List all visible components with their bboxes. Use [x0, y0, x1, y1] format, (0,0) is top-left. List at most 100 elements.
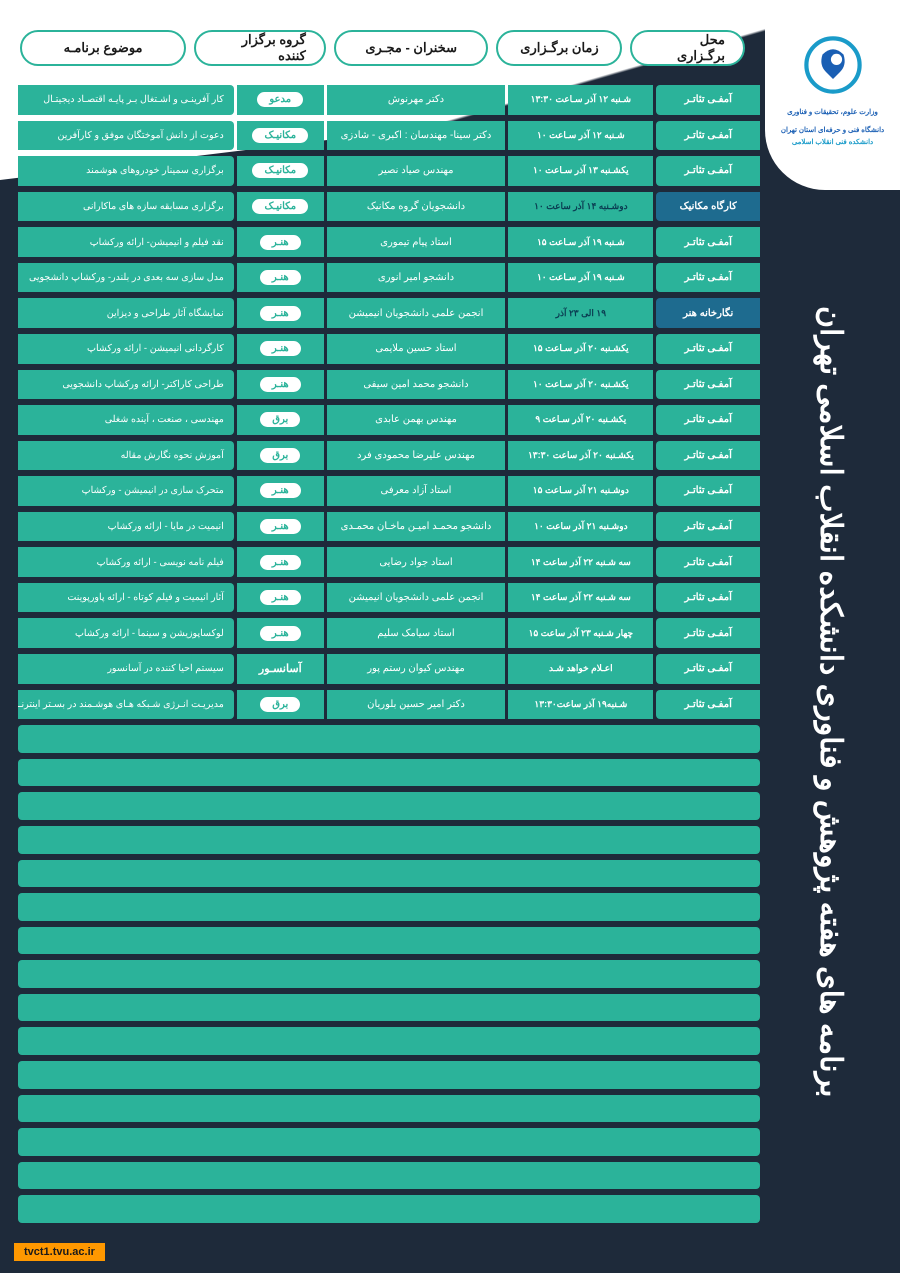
cell-topic: سیستم احیا کننده در آسانسور — [18, 654, 234, 684]
cell-speaker: دانشجو امیر انوری — [327, 263, 506, 293]
group-pill: برق — [260, 697, 300, 712]
cell-time: شـنبه۱۹ آذر ساعت۱۳:۳۰ — [508, 690, 653, 720]
empty-cell — [18, 792, 760, 820]
cell-venue: آمفـی تئاتـر — [656, 441, 760, 471]
empty-row — [18, 792, 760, 820]
cell-venue: آمفـی تئاتـر — [656, 263, 760, 293]
cell-group: برق — [237, 690, 324, 720]
cell-venue: آمفـی تئاتـر — [656, 121, 760, 151]
cell-speaker: استاد پیام تیموری — [327, 227, 506, 257]
header-topic: موضوع برنامـه — [20, 30, 186, 66]
cell-topic: کارگردانی انیمیشن - ارائه ورکشاپ — [18, 334, 234, 364]
group-pill: مکانیـک — [252, 128, 308, 143]
empty-row — [18, 994, 760, 1022]
table-header-row: موضوع برنامـه گروه برگزار کننده سخنران -… — [20, 30, 745, 66]
schedule-row: مدیریـت انـرژی شـبکه هـای هوشـمند در بسـ… — [18, 690, 760, 720]
header-group: گروه برگزار کننده — [194, 30, 326, 66]
cell-topic: فیلم نامه نویسی - ارائه ورکشاپ — [18, 547, 234, 577]
cell-topic: مدیریـت انـرژی شـبکه هـای هوشـمند در بسـ… — [18, 690, 234, 720]
schedule-row: فیلم نامه نویسی - ارائه ورکشاپ هنـر استاد … — [18, 547, 760, 577]
empty-row — [18, 927, 760, 955]
cell-topic: آثار انیمیت و فیلم کوتاه - ارائه پاورپوی… — [18, 583, 234, 613]
cell-topic: برگزاری سمینار خودروهای هوشمند — [18, 156, 234, 186]
cell-topic: مدل سازی سه بعدی در بلندر- ورکشاپ دانشجو… — [18, 263, 234, 293]
empty-row — [18, 860, 760, 888]
cell-group: هنـر — [237, 298, 324, 328]
header-time: زمان برگـزاری — [496, 30, 622, 66]
cell-speaker: انجمن علمی دانشجویان انیمیشن — [327, 583, 506, 613]
group-pill: هنـر — [260, 626, 301, 641]
cell-group: هنـر — [237, 227, 324, 257]
logo-panel: وزارت علوم، تحقیقات و فناوری دانشگاه فنی… — [765, 0, 900, 190]
empty-cell — [18, 927, 760, 955]
cell-speaker: استاد جواد رضایی — [327, 547, 506, 577]
cell-venue: آمفـی تئاتـر — [656, 512, 760, 542]
empty-row — [18, 893, 760, 921]
schedule-row: کار آفرینـی و اشـتغال بـر پایـه اقتصـاد … — [18, 85, 760, 115]
empty-cell — [18, 893, 760, 921]
empty-cell — [18, 1195, 760, 1223]
cell-group: هنـر — [237, 512, 324, 542]
empty-row — [18, 1061, 760, 1089]
cell-venue: آمفـی تئاتـر — [656, 547, 760, 577]
empty-row — [18, 1162, 760, 1190]
cell-venue: کارگاه مکانیک — [656, 192, 760, 222]
cell-speaker: انجمن علمی دانشجویان انیمیشن — [327, 298, 506, 328]
cell-group: هنـر — [237, 583, 324, 613]
cell-venue: آمفـی تئاتـر — [656, 334, 760, 364]
cell-time: اعـلام خواهد شـد — [508, 654, 653, 684]
schedule-row: آثار انیمیت و فیلم کوتاه - ارائه پاورپوی… — [18, 583, 760, 613]
cell-topic: متحرک سازی در انیمیشن - ورکشاپ — [18, 476, 234, 506]
cell-speaker: استاد آزاد معرفی — [327, 476, 506, 506]
cell-group: هنـر — [237, 476, 324, 506]
group-pill: هنـر — [260, 555, 301, 570]
cell-time: ۱۹ الی ۲۳ آذر — [508, 298, 653, 328]
logo-text-line1: وزارت علوم، تحقیقات و فناوری — [787, 108, 878, 118]
cell-speaker: استاد حسین ملایمی — [327, 334, 506, 364]
schedule-row: سیستم احیا کننده در آسانسورآسانسـورمهندس… — [18, 654, 760, 684]
cell-time: چهار شـنبه ۲۳ آذر ساعت ۱۵ — [508, 618, 653, 648]
group-pill: هنـر — [260, 235, 301, 250]
cell-speaker: مهندس علیرضا محمودی فرد — [327, 441, 506, 471]
group-pill: هنـر — [260, 483, 301, 498]
schedule-row: کارگردانی انیمیشن - ارائه ورکشاپهنـراستا… — [18, 334, 760, 364]
empty-cell — [18, 1061, 760, 1089]
empty-cell — [18, 1095, 760, 1123]
cell-venue: آمفـی تئاتـر — [656, 583, 760, 613]
cell-topic: طراحی کاراکتر- ارائه ورکشاپ دانشجویی — [18, 370, 234, 400]
cell-venue: آمفـی تئاتـر — [656, 618, 760, 648]
cell-time: یکشـنبه ۲۰ آذر سـاعت ۱۰ — [508, 370, 653, 400]
schedule-table: کار آفرینـی و اشـتغال بـر پایـه اقتصـاد … — [18, 85, 760, 1223]
empty-row — [18, 1195, 760, 1223]
cell-venue: آمفـی تئاتـر — [656, 405, 760, 435]
group-pill: هنـر — [260, 519, 301, 534]
cell-venue: آمفـی تئاتـر — [656, 690, 760, 720]
schedule-row: متحرک سازی در انیمیشن - ورکشاپ هنـر استاد … — [18, 476, 760, 506]
empty-row — [18, 960, 760, 988]
empty-cell — [18, 725, 760, 753]
empty-row — [18, 1095, 760, 1123]
cell-speaker: مهندس کیوان رستم پور — [327, 654, 506, 684]
schedule-row: انیمیت در مایا - ارائه ورکشاپهنـردانشجو … — [18, 512, 760, 542]
empty-row — [18, 1027, 760, 1055]
cell-group: مکانیـک — [237, 156, 324, 186]
cell-group: هنـر — [237, 334, 324, 364]
cell-group: هنـر — [237, 547, 324, 577]
cell-speaker: دکتر سینا- مهندسان : اکبری - شادزی — [327, 121, 506, 151]
empty-cell — [18, 759, 760, 787]
cell-time: شـنبه ۱۹ آذر سـاعت ۱۵ — [508, 227, 653, 257]
schedule-row: طراحی کاراکتر- ارائه ورکشاپ دانشجویی هنـر… — [18, 370, 760, 400]
empty-cell — [18, 860, 760, 888]
schedule-row: مدل سازی سه بعدی در بلندر- ورکشاپ دانشجو… — [18, 263, 760, 293]
group-pill: هنـر — [260, 377, 301, 392]
cell-time: دوشـنبه ۲۱ آذر سـاعت ۱۵ — [508, 476, 653, 506]
cell-speaker: استاد سیامک سلیم — [327, 618, 506, 648]
group-pill: مدعو — [257, 92, 303, 107]
empty-cell — [18, 1128, 760, 1156]
cell-topic: مهندسی ، صنعت ، آینده شغلی — [18, 405, 234, 435]
empty-row — [18, 759, 760, 787]
cell-topic: آموزش نحوه نگارش مقاله — [18, 441, 234, 471]
group-pill: هنـر — [260, 306, 301, 321]
schedule-row: برگزاری سمینار خودروهای هوشمندمکانیـکمهن… — [18, 156, 760, 186]
cell-venue: آمفـی تئاتـر — [656, 654, 760, 684]
